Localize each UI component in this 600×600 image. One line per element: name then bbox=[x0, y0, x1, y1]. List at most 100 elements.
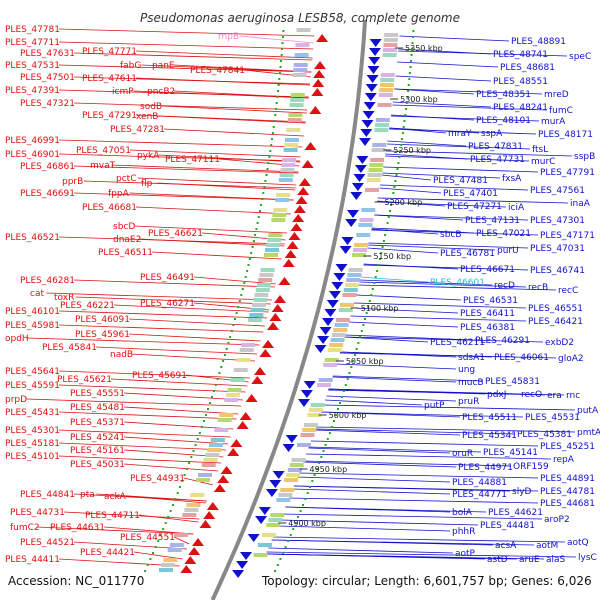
gene-label: PLES_46411 bbox=[460, 309, 515, 319]
kbp-scale: 5350 kbp 5300 kbp 5250 kbp 5200 kbp 5150 kbp… bbox=[144, 30, 443, 572]
gene-label: PLES_44881 bbox=[452, 478, 507, 488]
gene-label: PLES_48351 bbox=[476, 90, 531, 100]
gene-label: PLES_46991 bbox=[5, 136, 60, 146]
gene-label: fumC bbox=[549, 106, 573, 116]
gene-label: PLES_45621 bbox=[57, 375, 112, 385]
gene-label: PLES_44711 bbox=[85, 511, 140, 521]
gene-label: fabG bbox=[120, 61, 141, 71]
accession-text: Accession: NC_011770 bbox=[8, 574, 144, 588]
gene-label: mraY bbox=[448, 129, 472, 139]
gene-label: ung bbox=[458, 365, 475, 375]
gene-label: PLES_46421 bbox=[528, 317, 583, 327]
gene-label: PLES_47401 bbox=[443, 189, 498, 199]
gene-label: aotP bbox=[455, 549, 476, 559]
gene-label: recD bbox=[494, 281, 515, 291]
gene-label: PLES_45531 bbox=[525, 413, 580, 423]
gene-label: PLES_47501 bbox=[20, 73, 75, 83]
gene-label: PLES_47301 bbox=[530, 216, 585, 226]
gene-label: sspA bbox=[481, 129, 503, 139]
gene-label: PLES_46781 bbox=[440, 249, 495, 259]
gene-label: PLES_47481 bbox=[433, 176, 488, 186]
gene-label: exbD2 bbox=[545, 338, 574, 348]
gene-label: PLES_47131 bbox=[465, 216, 520, 226]
gene-label: PLES_47711 bbox=[5, 38, 60, 48]
gene-label: PLES_44621 bbox=[488, 508, 543, 518]
gene-label: PLES_47291 bbox=[82, 111, 137, 121]
gene-label: murC bbox=[531, 157, 555, 167]
gene-label: PLES_45481 bbox=[70, 403, 125, 413]
gene-label: pprB bbox=[62, 177, 83, 187]
gene-label: PLES_46491 bbox=[140, 273, 195, 283]
gene-label: PLES_45141 bbox=[483, 448, 538, 458]
reverse-gene-labels: PLES_48891 PLES_48741 speC PLES_48681 PLES_4… bbox=[424, 37, 600, 565]
gene-label: PLES_45551 bbox=[70, 389, 125, 399]
gene-label: ftsL bbox=[532, 145, 548, 155]
gene-label: PLES_46601 bbox=[430, 278, 485, 288]
gene-label: pykA bbox=[137, 151, 160, 161]
gene-label: PLES_48241 bbox=[493, 103, 548, 113]
forward-strand-track bbox=[159, 28, 329, 573]
gene-label: PLES_47831 bbox=[468, 142, 523, 152]
gene-label: purU bbox=[497, 246, 519, 256]
gene-label: fppA bbox=[108, 189, 130, 199]
gene-label: PLES_44891 bbox=[540, 474, 595, 484]
gene-label: PLES_47561 bbox=[530, 186, 585, 196]
gene-label: PLES_48681 bbox=[500, 63, 555, 73]
gene-label: putP bbox=[424, 401, 445, 411]
gene-label: dnaE2 bbox=[113, 235, 141, 245]
gene-label: PLES_44931 bbox=[130, 474, 185, 484]
label-connector-lines bbox=[26, 28, 577, 567]
gene-label: PLES_46691 bbox=[20, 189, 75, 199]
gene-label: PLES_46511 bbox=[98, 248, 153, 258]
kbp-label: 4900 kbp bbox=[288, 519, 326, 528]
gene-label: era bbox=[547, 391, 562, 401]
gene-label: PLES_44411 bbox=[5, 555, 60, 565]
gene-label: PLES_47781 bbox=[5, 25, 60, 35]
gene-label: pctC bbox=[116, 174, 136, 184]
gene-label: PLES_47031 bbox=[530, 244, 585, 254]
kbp-label: 5300 kbp bbox=[400, 95, 438, 104]
gene-label: recC bbox=[558, 286, 578, 296]
reverse-strand-track bbox=[232, 33, 399, 578]
gene-label: PLES_47281 bbox=[110, 125, 165, 135]
genome-backbone bbox=[210, 19, 367, 600]
gene-label: slyD bbox=[512, 487, 532, 497]
kbp-label: 5250 kbp bbox=[393, 146, 431, 155]
gene-label: mvaT bbox=[90, 161, 116, 171]
gene-label: rnc bbox=[566, 391, 580, 401]
gene-label: mucB bbox=[458, 378, 484, 388]
gene-label: PLES_45181 bbox=[5, 439, 60, 449]
gene-label: astD bbox=[487, 555, 508, 565]
kbp-label: 5000 kbp bbox=[329, 411, 367, 420]
gene-label: PLES_46621 bbox=[148, 229, 203, 239]
gene-label: bolA bbox=[452, 508, 473, 518]
gene-label: rnpB bbox=[218, 32, 239, 42]
map-title: Pseudomonas aeruginosa LESB58, complete … bbox=[140, 11, 460, 25]
gene-label: PLES_45301 bbox=[5, 426, 60, 436]
gene-label: pmtA bbox=[577, 428, 600, 438]
gene-label: PLES_47271 bbox=[447, 202, 502, 212]
gene-label: PLES_46521 bbox=[5, 233, 60, 243]
gene-label: alaS bbox=[546, 555, 566, 565]
gene-label: sodB bbox=[140, 102, 162, 112]
gene-label: PLES_47791 bbox=[540, 168, 595, 178]
gene-label: inaA bbox=[570, 199, 591, 209]
gene-label: icmP bbox=[112, 87, 134, 97]
gene-label: ackA bbox=[104, 492, 127, 502]
gene-label: PLES_46281 bbox=[20, 276, 75, 286]
gene-label: acsA bbox=[495, 541, 517, 551]
gene-label: PLES_45241 bbox=[70, 433, 125, 443]
gene-label: PLES_46221 bbox=[60, 301, 115, 311]
gene-label: aruE bbox=[519, 555, 540, 565]
gene-label: PLES_46681 bbox=[82, 203, 137, 213]
gene-label: PLES_45381 bbox=[517, 430, 572, 440]
gene-label: PLES_47611 bbox=[82, 74, 137, 84]
gene-label: PLES_46381 bbox=[460, 323, 515, 333]
gene-label: PLES_46741 bbox=[530, 266, 585, 276]
gene-label: recO bbox=[521, 390, 542, 400]
gene-label: sspB bbox=[574, 152, 595, 162]
gene-label: PLES_46531 bbox=[463, 296, 518, 306]
gene-label: PLES_45341 bbox=[462, 431, 517, 441]
